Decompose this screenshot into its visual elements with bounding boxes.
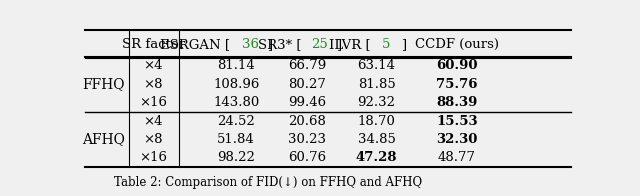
Text: 15.53: 15.53 (436, 115, 478, 128)
Text: ×16: ×16 (140, 152, 168, 164)
Text: 25: 25 (310, 38, 328, 51)
Text: 60.76: 60.76 (288, 152, 326, 164)
Text: 81.85: 81.85 (358, 78, 396, 91)
Text: 80.27: 80.27 (288, 78, 326, 91)
Text: AFHQ: AFHQ (83, 132, 125, 147)
Text: Table 2: Comparison of FID(↓) on FFHQ and AFHQ: Table 2: Comparison of FID(↓) on FFHQ an… (115, 176, 422, 189)
Text: 98.22: 98.22 (218, 152, 255, 164)
Text: CCDF (ours): CCDF (ours) (415, 38, 499, 51)
Text: 88.39: 88.39 (436, 96, 477, 109)
Text: 36: 36 (242, 38, 259, 51)
Text: 60.90: 60.90 (436, 59, 477, 73)
Text: SR factor: SR factor (122, 38, 185, 51)
Text: 75.76: 75.76 (436, 78, 477, 91)
Text: 47.28: 47.28 (356, 152, 397, 164)
Text: FFHQ: FFHQ (83, 77, 125, 91)
Text: ILVR [: ILVR [ (329, 38, 371, 51)
Text: ]: ] (267, 38, 272, 51)
Text: ×4: ×4 (143, 115, 163, 128)
Text: 20.68: 20.68 (288, 115, 326, 128)
Text: 66.79: 66.79 (288, 59, 326, 73)
Text: 99.46: 99.46 (288, 96, 326, 109)
Text: 108.96: 108.96 (213, 78, 259, 91)
Text: ×4: ×4 (143, 59, 163, 73)
Text: 32.30: 32.30 (436, 133, 477, 146)
Text: ×16: ×16 (140, 96, 168, 109)
Text: ]: ] (336, 38, 341, 51)
Text: ESRGAN [: ESRGAN [ (160, 38, 230, 51)
Text: 48.77: 48.77 (438, 152, 476, 164)
Text: 143.80: 143.80 (213, 96, 259, 109)
Text: 24.52: 24.52 (218, 115, 255, 128)
Text: 51.84: 51.84 (218, 133, 255, 146)
Text: 18.70: 18.70 (358, 115, 396, 128)
Text: 63.14: 63.14 (358, 59, 396, 73)
Text: 92.32: 92.32 (358, 96, 396, 109)
Text: ×8: ×8 (143, 133, 163, 146)
Text: ]: ] (401, 38, 406, 51)
Text: ×8: ×8 (143, 78, 163, 91)
Text: SR3* [: SR3* [ (258, 38, 301, 51)
Text: 30.23: 30.23 (288, 133, 326, 146)
Text: 81.14: 81.14 (218, 59, 255, 73)
Text: 34.85: 34.85 (358, 133, 396, 146)
Text: 5: 5 (382, 38, 390, 51)
